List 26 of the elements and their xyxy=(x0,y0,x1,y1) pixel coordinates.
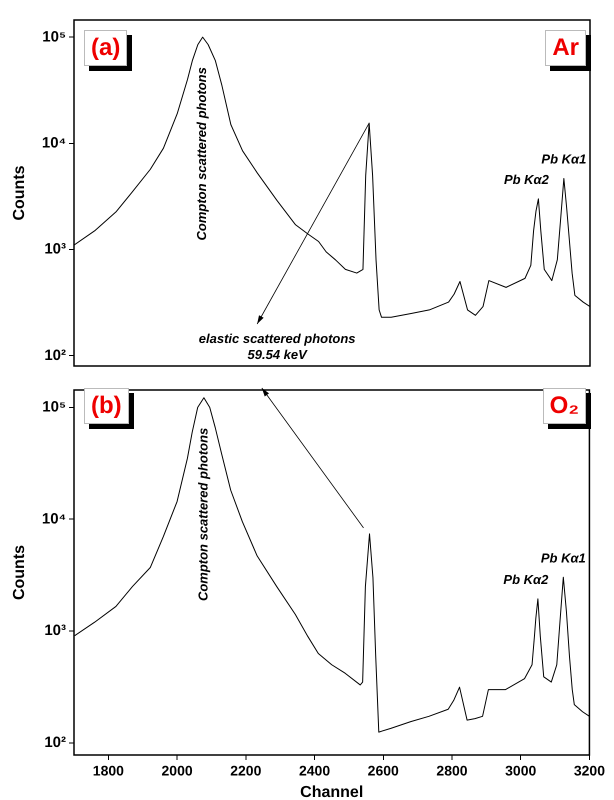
y-tick-label: 10³ xyxy=(44,240,66,258)
annotation: Compton scattered photons xyxy=(194,67,210,240)
y-tick-label: 10⁴ xyxy=(42,510,66,528)
annotation: elastic scattered photons 59.54 keV xyxy=(198,331,356,362)
y-tick-label: 10² xyxy=(44,734,66,752)
y-tick-label: 10³ xyxy=(44,622,66,640)
annotation: Compton scattered photons xyxy=(195,428,210,602)
x-tick-label: 2000 xyxy=(162,762,193,778)
x-tick-label: 3200 xyxy=(574,762,606,778)
x-tick-label: 1800 xyxy=(92,762,124,778)
y-tick-label: 10² xyxy=(44,346,66,364)
x-tick-label: 2600 xyxy=(368,762,400,778)
annotation: Pb Kα2 xyxy=(504,172,550,187)
y-tick-label: 10⁵ xyxy=(42,28,66,46)
annotation: Pb Kα1 xyxy=(541,152,586,167)
y-axis-title: Counts xyxy=(11,544,28,600)
x-tick-label: 2800 xyxy=(436,762,468,778)
x-tick-label: 2200 xyxy=(230,762,262,778)
annotation: Pb Kα1 xyxy=(540,550,586,566)
y-tick-label: 10⁴ xyxy=(42,134,66,152)
y-axis-title: Counts xyxy=(11,165,28,221)
x-axis-title: Channel xyxy=(300,784,364,800)
x-tick-label: 3000 xyxy=(505,762,536,778)
annotation: Pb Kα2 xyxy=(503,572,550,587)
x-tick-label: 2400 xyxy=(298,762,330,778)
y-tick-label: 10⁵ xyxy=(42,398,66,416)
